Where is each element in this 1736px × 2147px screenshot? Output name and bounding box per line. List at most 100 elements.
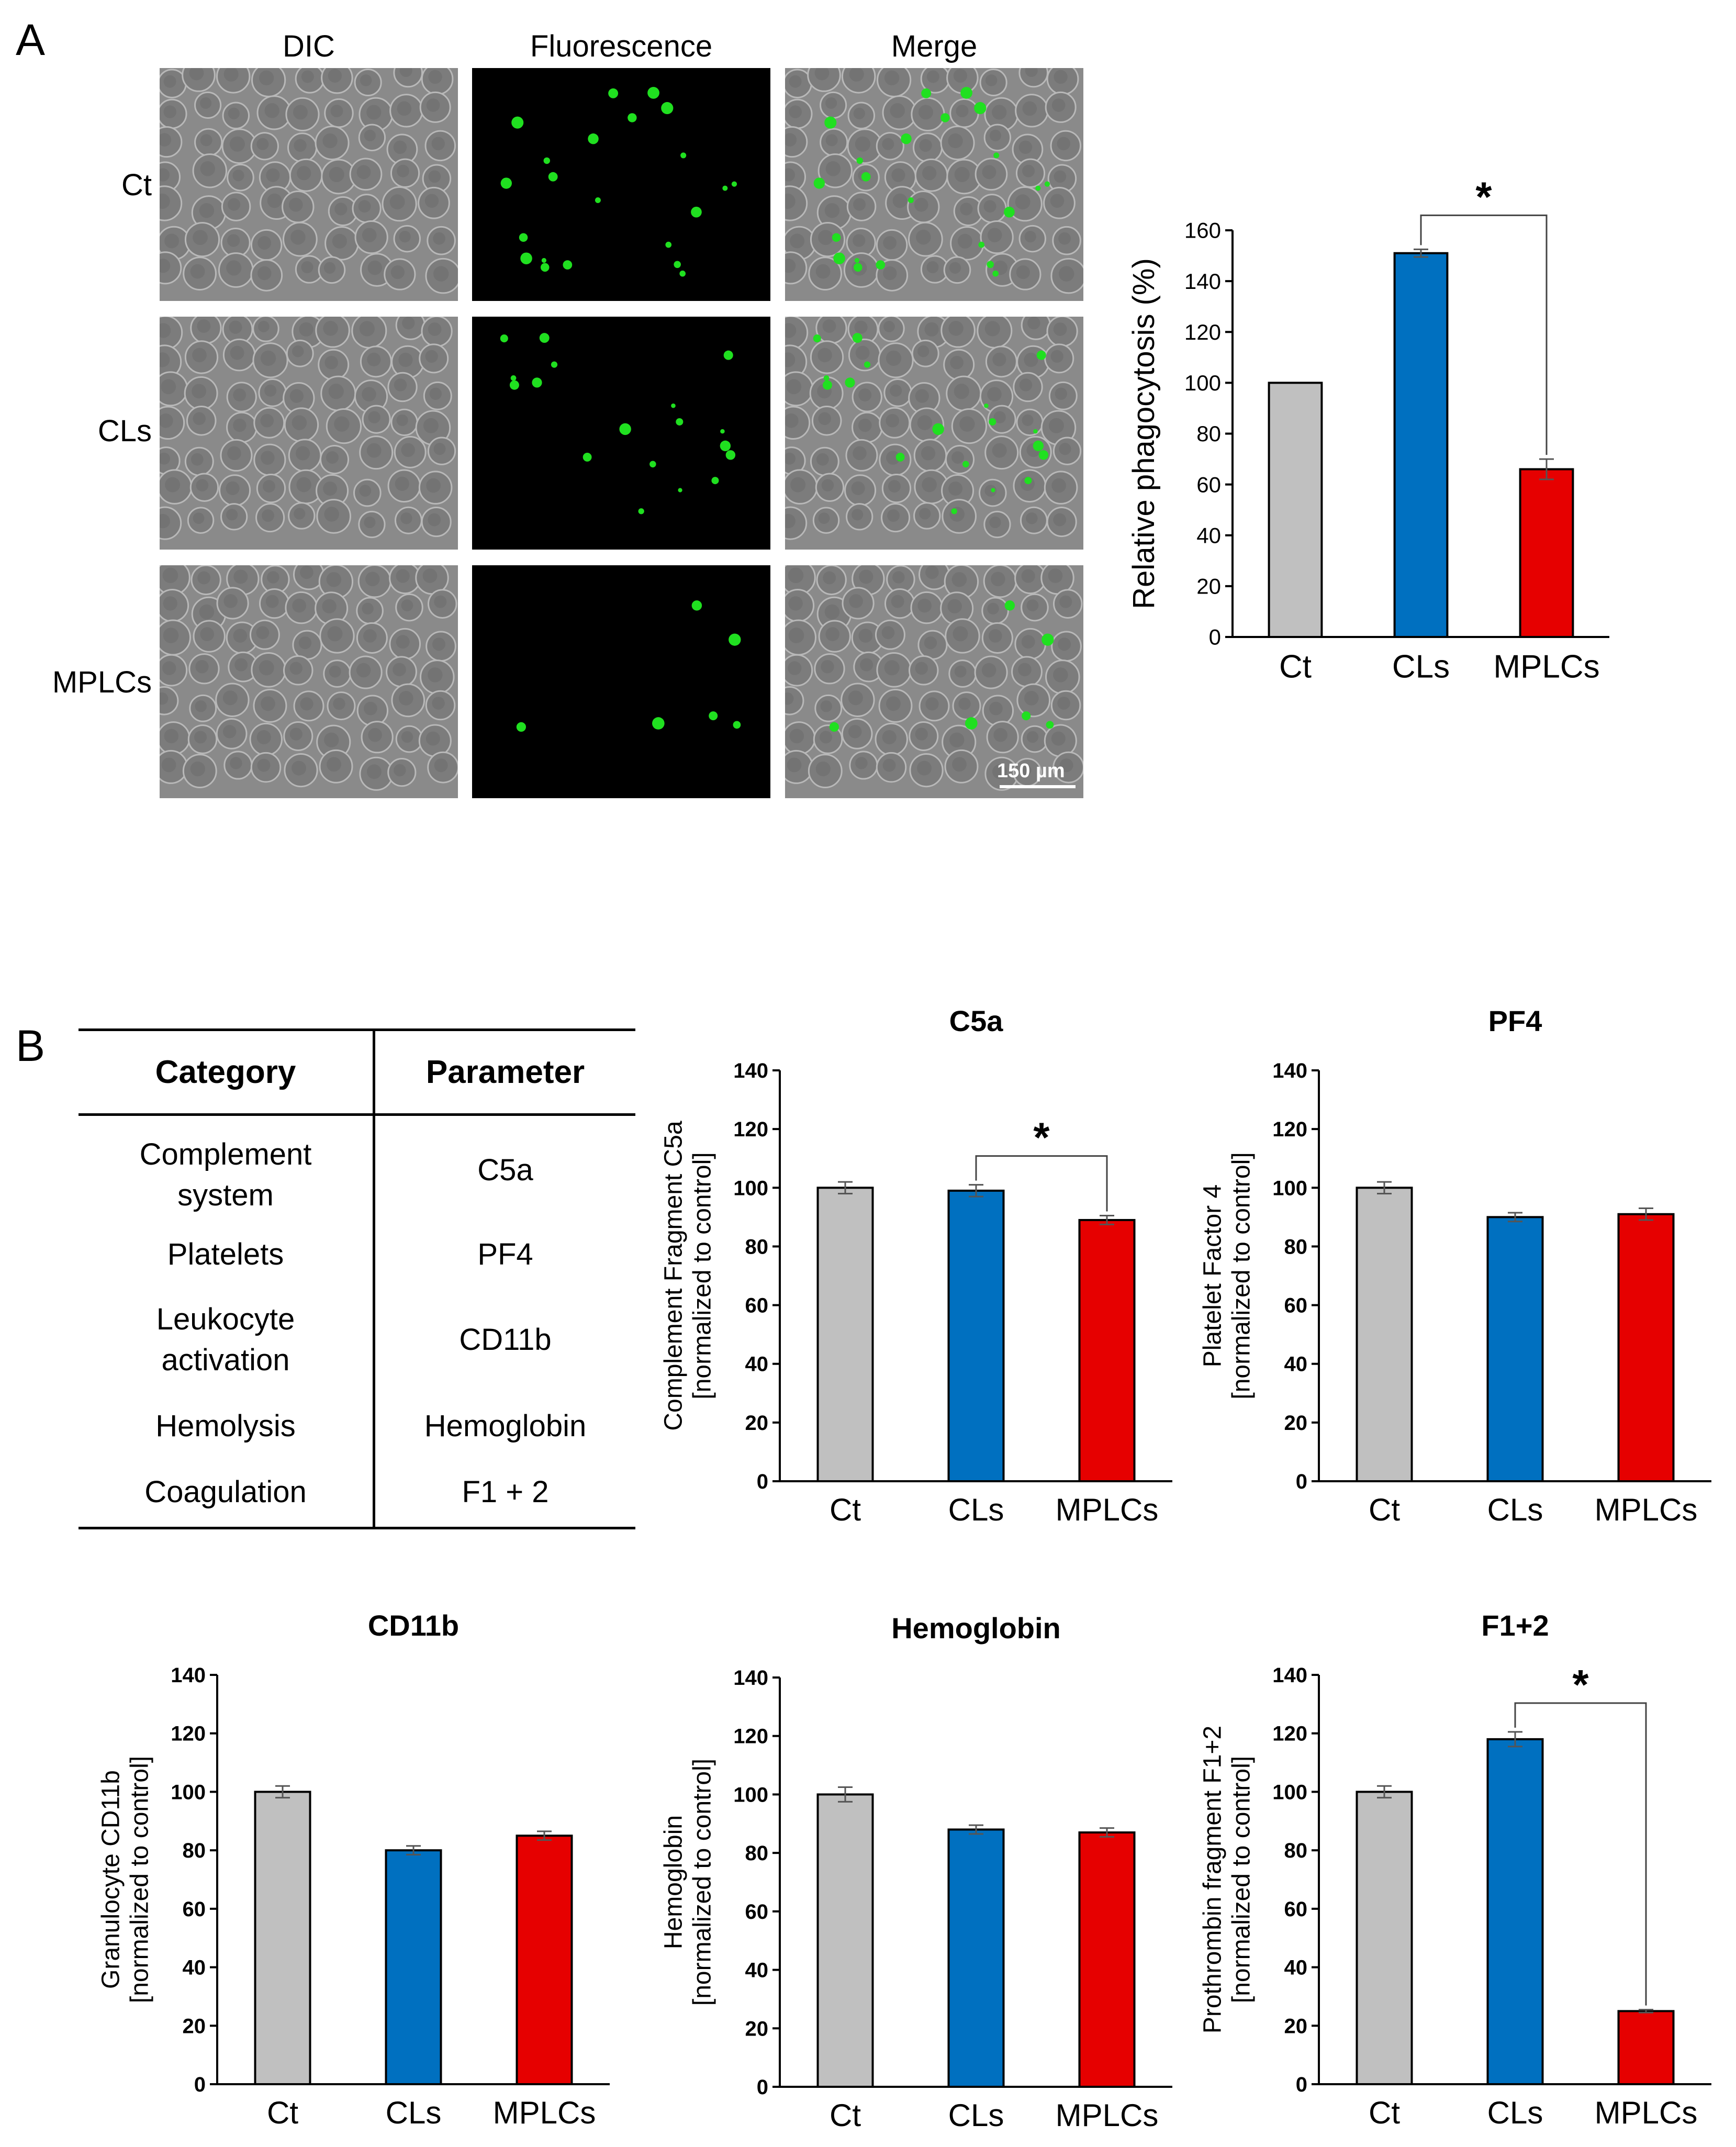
cell-nucleus — [1059, 443, 1071, 455]
cell-nucleus — [196, 479, 209, 491]
y-tick-label: 80 — [1196, 421, 1221, 446]
y-axis-label: Granulocyte CD11b — [97, 1770, 125, 1989]
fluorescence-background — [472, 68, 770, 301]
cell-nucleus — [883, 266, 897, 281]
cell-nucleus — [785, 513, 796, 529]
cell-nucleus — [818, 512, 830, 524]
cell-nucleus — [860, 658, 873, 672]
cell-nucleus — [989, 516, 1001, 529]
fluorescent-particle — [729, 633, 741, 646]
fluorescent-particle — [833, 252, 845, 264]
table-cell-category: Hemolysis — [79, 1394, 375, 1458]
cell-nucleus — [323, 481, 338, 496]
cell-nucleus — [162, 661, 176, 675]
y-tick-label: 100 — [733, 1177, 768, 1200]
chart-title: CD11b — [368, 1609, 459, 1642]
cell-nucleus — [788, 567, 804, 584]
y-axis-label: Platelet Factor 4 — [1199, 1184, 1226, 1368]
cell-nucleus — [790, 233, 805, 249]
cell-nucleus — [1051, 478, 1066, 493]
cell-nucleus — [785, 413, 799, 428]
x-tick-label: Ct — [1369, 2095, 1400, 2130]
cell-nucleus — [821, 479, 834, 491]
fluorescent-particle — [563, 260, 573, 270]
fluorescent-particle — [691, 600, 702, 611]
cell-nucleus — [949, 507, 965, 522]
fluorescent-particle — [1036, 350, 1046, 360]
cell-nucleus — [323, 321, 338, 336]
cell-nucleus — [363, 629, 377, 643]
y-tick-label: 80 — [1284, 1235, 1308, 1258]
cell-nucleus — [1024, 230, 1036, 243]
cell-nucleus — [1048, 568, 1063, 583]
cell-nucleus — [982, 165, 996, 180]
cell-nucleus — [1051, 98, 1066, 112]
fluorescent-particle — [595, 197, 601, 204]
cell-nucleus — [332, 233, 347, 249]
cell-nucleus — [954, 665, 967, 678]
y-axis-label: [normalized to control] — [1228, 1756, 1256, 2003]
cell-nucleus — [328, 384, 344, 399]
cell-nucleus — [816, 453, 829, 466]
y-axis-label: [normalized to control] — [1228, 1152, 1256, 1399]
chart-title: C5a — [949, 1004, 1004, 1037]
cell-nucleus — [422, 568, 438, 583]
fluorescence-background — [472, 565, 770, 798]
cell-nucleus — [1059, 595, 1072, 608]
fluorescent-particle — [500, 334, 508, 343]
cell-nucleus — [323, 262, 336, 274]
significance-star: * — [1475, 173, 1492, 220]
cell-nucleus — [189, 68, 204, 81]
cell-nucleus — [891, 595, 904, 608]
cell-nucleus — [399, 230, 411, 243]
x-tick-label: CLs — [948, 1492, 1004, 1527]
cell-nucleus — [821, 660, 834, 674]
cell-nucleus — [825, 161, 841, 176]
cell-nucleus — [264, 103, 279, 118]
cell-nucleus — [892, 571, 905, 584]
y-axis-label: Relative phagocytosis (%) — [1127, 258, 1161, 609]
cell-nucleus — [824, 604, 840, 620]
cell-nucleus — [160, 352, 170, 367]
cell-nucleus — [193, 230, 208, 245]
cell-nucleus — [855, 136, 870, 152]
table-cell-category: Platelets — [79, 1224, 375, 1285]
cell-nucleus — [987, 602, 999, 614]
cell-nucleus — [230, 345, 244, 360]
y-tick-label: 20 — [745, 2017, 769, 2040]
cell-nucleus — [921, 446, 936, 461]
column-title-fluorescence: Fluorescence — [530, 29, 713, 63]
cell-nucleus — [858, 629, 873, 643]
cell-nucleus — [883, 236, 897, 250]
cell-nucleus — [226, 260, 242, 276]
cell-nucleus — [1054, 70, 1068, 84]
cell-nucleus — [398, 352, 413, 367]
fluorescent-particle — [993, 152, 1000, 159]
cell-nucleus — [917, 598, 932, 613]
cell-nucleus — [160, 133, 172, 147]
cell-nucleus — [1022, 101, 1037, 116]
cell-nucleus — [790, 477, 806, 493]
cell-nucleus — [825, 134, 838, 147]
cell-nucleus — [924, 322, 939, 337]
bar-mplcs — [1078, 1218, 1136, 1482]
y-tick-label: 140 — [1272, 1664, 1307, 1687]
cell-nucleus — [788, 661, 802, 675]
cell-nucleus — [432, 638, 446, 651]
fluorescent-particle — [539, 333, 550, 343]
cell-nucleus — [1048, 418, 1064, 433]
cell-nucleus — [258, 321, 270, 332]
cell-nucleus — [396, 414, 408, 427]
cell-nucleus — [855, 757, 868, 769]
cell-nucleus — [1057, 137, 1070, 151]
table-cell-parameter: PF4 — [477, 1237, 533, 1271]
fluorescent-particle — [720, 440, 731, 452]
cell-nucleus — [431, 137, 445, 151]
cell-nucleus — [160, 692, 169, 705]
cell-nucleus — [825, 627, 840, 641]
fluorescent-particle — [852, 333, 863, 343]
table-row: Platelets PF4 — [79, 1224, 635, 1285]
cell-nucleus — [398, 691, 413, 706]
cell-nucleus — [197, 319, 211, 333]
fluorescent-particle — [829, 722, 839, 732]
